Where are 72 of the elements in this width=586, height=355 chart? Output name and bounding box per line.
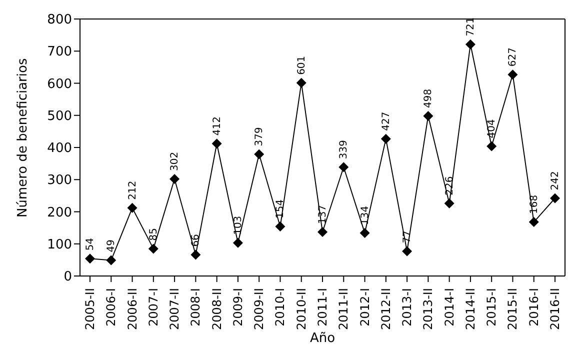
x-axis-title: Año (310, 331, 336, 346)
data-label: 427 (380, 112, 392, 131)
data-label: 498 (423, 88, 434, 108)
point (402, 246, 412, 256)
x-tick-label: 2011-I (316, 288, 330, 326)
point (423, 111, 434, 122)
x-tick-label: 2010-II (294, 288, 308, 330)
x-tick-label: 2007-I (146, 288, 160, 326)
x-tick-label: 2007-II (168, 288, 182, 330)
point (486, 141, 497, 152)
point (127, 202, 138, 213)
data-label: 601 (296, 56, 308, 75)
point (106, 255, 116, 266)
x-tick-label: 2016-II (548, 288, 562, 330)
y-axis-title: Número de beneficiarios (16, 58, 31, 218)
x-tick-label: 2006-I (104, 288, 118, 326)
point (85, 254, 95, 264)
y-tick-label: 700 (47, 44, 72, 60)
data-label: 721 (465, 17, 476, 36)
data-label: 379 (254, 127, 266, 146)
y-tick-label: 200 (47, 205, 72, 220)
data-label: 85 (148, 228, 160, 241)
x-tick-label: 2008-II (210, 288, 224, 330)
x-tick-label: 2008-I (188, 288, 203, 326)
point (550, 193, 560, 204)
x-tick-label: 2010-I (273, 288, 288, 326)
point (444, 198, 454, 208)
y-tick-label: 0 (64, 270, 72, 285)
y-tick-label: 400 (47, 141, 72, 156)
x-tick-label: 2014-I (442, 288, 456, 326)
y-tick-label: 500 (47, 108, 72, 124)
point (380, 134, 391, 144)
y-tick-label: 300 (47, 173, 72, 188)
point (232, 238, 243, 248)
data-label: 212 (127, 180, 138, 200)
x-tick-label: 2013-I (400, 288, 414, 326)
point (190, 250, 201, 260)
x-tick-label: 2011-II (336, 288, 351, 330)
point (148, 244, 158, 254)
data-label: 137 (318, 204, 328, 224)
point (465, 39, 476, 50)
point (170, 174, 180, 184)
x-tick-label: 2009-II (252, 288, 266, 330)
x-tick-label: 2009-I (230, 288, 245, 326)
data-label: 627 (508, 47, 519, 67)
x-tick-label: 2016-I (526, 288, 541, 326)
point (318, 226, 328, 237)
data-label: 54 (85, 238, 96, 251)
x-tick-label: 2015-I (484, 288, 499, 326)
point (254, 149, 264, 160)
point (338, 162, 349, 172)
data-label: 49 (106, 240, 118, 252)
point (528, 217, 539, 228)
data-label: 412 (212, 116, 223, 136)
x-tick-label: 2015-II (506, 288, 520, 330)
x-tick-label: 2012-I (358, 288, 372, 326)
y-tick-label: 600 (47, 76, 72, 92)
point (360, 228, 370, 238)
x-tick-label: 2012-II (378, 288, 393, 330)
y-tick-label: 800 (47, 12, 72, 28)
data-label: 302 (170, 152, 181, 171)
data-label: 242 (550, 171, 561, 190)
point (296, 78, 306, 88)
x-tick-label: 2005-II (83, 288, 97, 330)
y-tick-label: 100 (47, 237, 72, 252)
point (508, 70, 518, 80)
point (275, 222, 286, 232)
x-tick-label: 2014-II (463, 288, 478, 330)
x-tick-label: 2006-II (125, 288, 140, 330)
point (212, 138, 222, 149)
x-tick-label: 2013-II (421, 288, 436, 330)
data-label: 339 (338, 140, 350, 160)
